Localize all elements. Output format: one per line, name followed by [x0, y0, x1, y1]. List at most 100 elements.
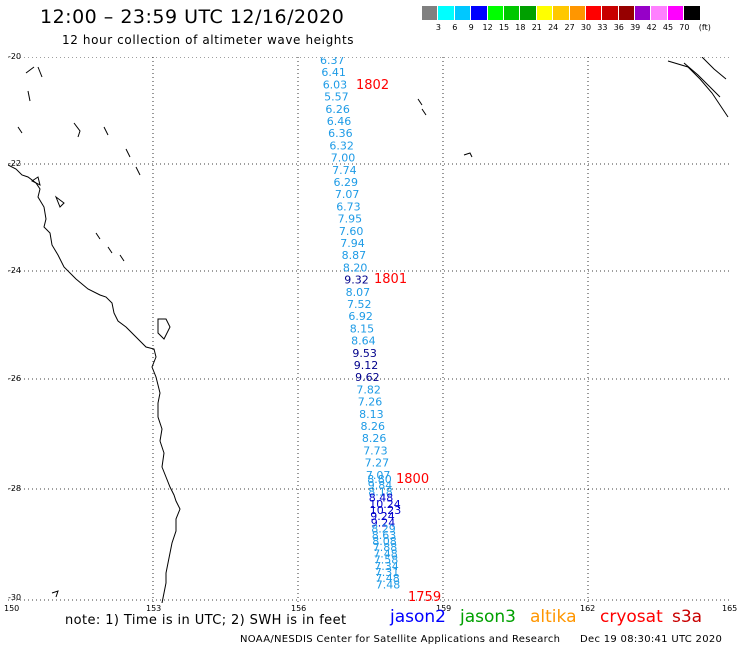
wave-height-label: 9.24 [371, 516, 396, 529]
wave-height-label: 7.31 [375, 566, 400, 579]
lat-label: -24 [8, 266, 22, 275]
wave-height-label: 6.37 [320, 57, 345, 67]
lon-label: 150 [4, 604, 20, 613]
legend-label: 45 [662, 23, 674, 32]
legend-label: 36 [613, 23, 624, 32]
wave-height-label: 8.13 [359, 408, 384, 421]
satellite-altika: altika [530, 607, 577, 627]
legend-label: 30 [580, 23, 592, 32]
wave-height-label: 7.74 [332, 164, 357, 177]
wave-height-label: 9.24 [370, 510, 395, 523]
wave-height-label: 7.60 [339, 225, 364, 238]
wave-height-label: 6.03 [323, 78, 348, 91]
footnote: note: 1) Time is in UTC; 2) SWH is in fe… [65, 613, 347, 628]
lat-label: -30 [8, 593, 22, 602]
legend-swatch [651, 6, 668, 20]
wave-height-label: 7.58 [374, 554, 399, 567]
legend-swatch [454, 6, 472, 20]
time-marker: 1801 [374, 272, 407, 287]
satellite-jason2: jason2 [390, 607, 446, 627]
wave-height-label: 6.41 [321, 66, 346, 79]
wave-height-label: 8.15 [350, 322, 375, 335]
legend-label: 42 [646, 23, 657, 32]
wave-height-label: 6.26 [325, 103, 350, 116]
wave-height-track: 6.376.416.035.576.266.466.366.327.007.74… [320, 57, 401, 591]
wave-height-label: 7.94 [340, 237, 365, 250]
wave-height-label: 7.52 [347, 298, 372, 311]
wave-height-label: 8.20 [343, 261, 368, 274]
wave-height-label: 7.48 [373, 547, 398, 560]
legend-label: 27 [564, 23, 575, 32]
lon-label: 153 [146, 604, 162, 613]
map-subtitle: 12 hour collection of altimeter wave hei… [62, 33, 355, 47]
wave-height-label: 9.62 [355, 371, 380, 384]
time-markers: 1802 1801 1800 1759 [356, 78, 441, 603]
legend-label: 18 [515, 23, 526, 32]
wave-height-label: 7.26 [358, 396, 383, 409]
legend-label: 12 [482, 23, 493, 32]
wave-height-label: 8.29 [371, 523, 396, 536]
wave-height-label: 6.46 [327, 115, 352, 128]
legend-swatch [569, 6, 586, 20]
wave-height-label: 8.80 [367, 473, 392, 486]
wave-height-label: 8.26 [362, 432, 387, 445]
legend-unit: (ft) [698, 23, 711, 32]
lon-label: 162 [580, 604, 596, 613]
wave-height-label: 8.26 [361, 420, 386, 433]
legend-label: 3 [435, 23, 441, 32]
legend-swatch [487, 6, 504, 20]
map-title: 12:00 – 23:59 UTC 12/16/2020 [40, 6, 345, 28]
lat-label: -22 [8, 159, 22, 168]
wave-height-label: 9.12 [354, 359, 379, 372]
wave-height-label: 7.82 [356, 383, 381, 396]
legend-swatch [553, 6, 570, 20]
wave-height-label: 6.36 [328, 127, 353, 140]
time-marker: 1759 [408, 590, 441, 603]
credit-text: NOAA/NESDIS Center for Satellite Applica… [240, 634, 561, 645]
legend-swatch [684, 6, 701, 20]
lat-label: -26 [8, 374, 22, 383]
legend-swatch [667, 6, 685, 20]
map-plot: 6.376.416.035.576.266.466.366.327.007.74… [8, 57, 731, 603]
legend-swatches [422, 6, 701, 20]
legend-swatch [585, 6, 603, 20]
timestamp-text: Dec 19 08:30:41 UTC 2020 [580, 634, 723, 645]
lon-label: 159 [436, 604, 452, 613]
lon-label: 165 [722, 604, 738, 613]
legend-swatch [520, 6, 537, 20]
wave-height-label: 7.88 [373, 541, 398, 554]
lon-label: 156 [291, 604, 307, 613]
legend-swatch [422, 6, 439, 20]
wave-height-label: 9.32 [344, 274, 369, 287]
legend-label: 70 [679, 23, 690, 32]
legend-swatch [635, 6, 652, 20]
satellite-jason3: jason3 [460, 607, 516, 627]
wave-height-label: 8.87 [342, 249, 367, 262]
legend-label: 15 [498, 23, 510, 32]
wave-height-label: 9.53 [352, 347, 377, 360]
wave-height-label: 7.48 [375, 572, 400, 585]
time-marker: 1800 [396, 472, 429, 487]
legend-label: 21 [531, 23, 542, 32]
wave-height-label: 10.24 [369, 498, 401, 511]
legend-swatch [536, 6, 554, 20]
legend-swatch [618, 6, 636, 20]
wave-height-label: 7.48 [376, 578, 401, 591]
legend-label: 6 [452, 23, 458, 32]
wave-height-label: 5.57 [324, 91, 349, 104]
legend-label: 9 [468, 23, 474, 32]
satellite-s3a: s3a [672, 607, 703, 627]
wave-height-label: 7.34 [374, 560, 399, 573]
legend-swatch [503, 6, 521, 20]
legend-swatch [602, 6, 619, 20]
legend-labels: 3 6 9 12 15 18 21 24 27 30 33 36 39 42 45 70 (ft) [422, 23, 711, 37]
legend-label: 24 [548, 23, 559, 32]
wave-height-label: 7.00 [331, 152, 356, 165]
wave-height-label: 7.07 [366, 469, 391, 482]
wave-height-label: 8.64 [351, 335, 376, 348]
wave-height-label: 7.95 [338, 213, 363, 226]
wave-height-label: 8.18 [368, 485, 393, 498]
wave-height-label: 7.27 [365, 457, 390, 470]
wave-height-label: 10.23 [370, 504, 402, 517]
